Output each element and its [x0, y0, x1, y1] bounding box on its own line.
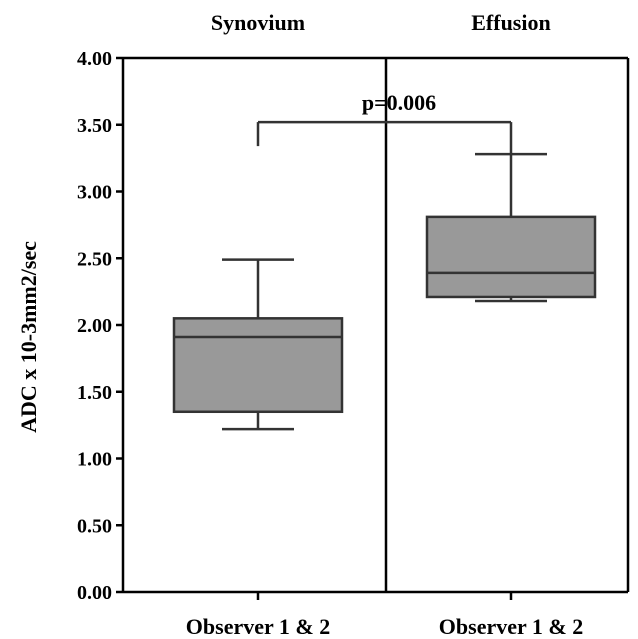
y-tick-label: 1.00 — [77, 449, 112, 471]
y-tick-label: 3.00 — [77, 182, 112, 204]
iqr-box — [425, 215, 597, 299]
y-axis-label: ADC x 10-3mm2/sec — [16, 241, 41, 433]
y-tick-label: 4.00 — [77, 48, 112, 70]
x-category-label: Observer 1 & 2 — [439, 614, 583, 639]
x-category-label: Observer 1 & 2 — [186, 614, 330, 639]
y-tick-label: 3.50 — [77, 115, 112, 137]
y-tick-label: 0.50 — [77, 515, 112, 537]
iqr-box — [172, 317, 344, 414]
panel-title: Effusion — [471, 10, 550, 35]
p-value-label: p=0.006 — [362, 90, 436, 115]
panel-title: Synovium — [211, 10, 305, 35]
y-tick-label: 2.50 — [77, 248, 112, 270]
y-tick-label: 1.50 — [77, 382, 112, 404]
y-tick-label: 2.00 — [77, 315, 112, 337]
y-ticks: 0.00 0.50 1.00 1.50 2.00 2.50 3.00 3.50 4.00 — [77, 48, 123, 604]
y-tick-label: 0.00 — [77, 582, 112, 604]
significance-annotation: p=0.006 — [256, 90, 513, 155]
boxes: Synovium Observer 1 & 2 Effusion Observer 1… — [172, 10, 597, 639]
